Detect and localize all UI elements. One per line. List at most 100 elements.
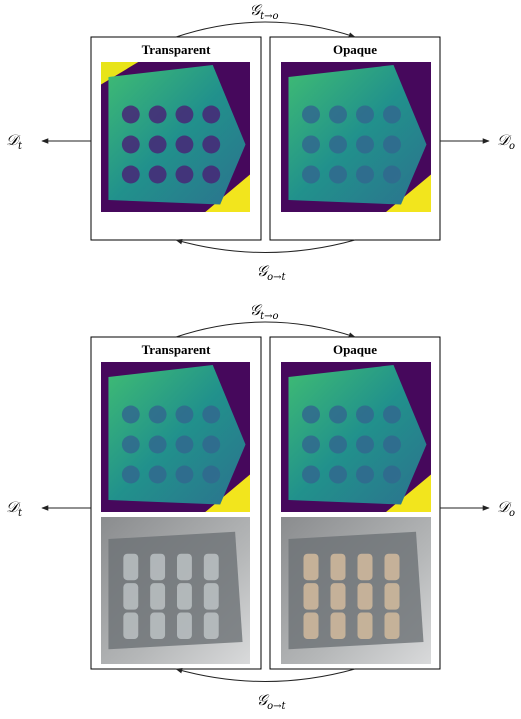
depth-cup (148, 435, 167, 454)
depth-cup (175, 465, 194, 484)
subscript: t→o (260, 311, 278, 322)
cup (203, 553, 219, 581)
cup (203, 612, 219, 640)
cup (150, 583, 166, 610)
cup (357, 612, 373, 640)
depth-cup (329, 405, 347, 424)
depth-cup (202, 105, 221, 124)
depth-cup (356, 135, 374, 154)
depth-cup (148, 135, 167, 154)
depth-cup (202, 165, 221, 184)
depth-cup (329, 435, 347, 454)
depth-cup (121, 405, 140, 424)
depth-map (101, 362, 250, 512)
depth-cup (148, 165, 167, 184)
cup (123, 553, 139, 581)
math-label: 𝒟o (497, 131, 515, 152)
symbol: 𝒟 (6, 131, 21, 149)
arrow (175, 668, 356, 682)
cup (384, 583, 400, 610)
depth-cup (356, 465, 374, 484)
depth-cup (121, 135, 140, 154)
photo (101, 517, 250, 664)
math-label: 𝒟t (6, 131, 23, 152)
panel-title: Transparent (142, 342, 212, 357)
cup (176, 612, 192, 640)
subscript: o→t (267, 272, 286, 283)
subscript: o→t (267, 701, 286, 712)
depth-map (281, 62, 431, 212)
cup (303, 553, 319, 581)
panel-title: Transparent (142, 42, 212, 57)
depth-cup (175, 405, 194, 424)
depth-cup (202, 435, 221, 454)
depth-cup (302, 465, 320, 484)
depth-cup (148, 405, 167, 424)
depth-cup (329, 105, 347, 124)
cup (303, 612, 319, 640)
depth-cup (302, 105, 320, 124)
depth-cup (148, 105, 167, 124)
panel-title: Opaque (333, 342, 377, 357)
symbol: 𝒢 (256, 262, 269, 280)
depth-cup (329, 465, 347, 484)
cup (150, 553, 166, 581)
subscript: t→o (260, 11, 278, 22)
cup (357, 553, 373, 581)
photo (281, 517, 431, 664)
cup (303, 583, 319, 610)
math-label: 𝒟o (497, 498, 515, 519)
math-label: 𝒢o→t (256, 691, 286, 712)
depth-cup (121, 105, 140, 124)
arrow (175, 21, 356, 38)
depth-cup (383, 435, 401, 454)
depth-cup (383, 165, 401, 184)
subscript: t (18, 508, 23, 519)
symbol: 𝒟 (497, 131, 512, 149)
symbol: 𝒟 (6, 498, 21, 516)
cup (176, 553, 192, 581)
depth-cup (302, 405, 320, 424)
math-label: 𝒢t→o (249, 1, 278, 22)
math-label: 𝒢o→t (256, 262, 286, 283)
subscript: o (509, 508, 515, 519)
cup (123, 612, 139, 640)
depth-map (281, 362, 431, 512)
depth-cup (121, 435, 140, 454)
depth-cup (356, 435, 374, 454)
depth-cup (175, 165, 194, 184)
depth-cup (121, 165, 140, 184)
depth-cup (383, 135, 401, 154)
depth-cup (148, 465, 167, 484)
subscript: t (18, 141, 23, 152)
depth-cup (202, 135, 221, 154)
cup (203, 583, 219, 610)
cup (150, 612, 166, 640)
cup (384, 553, 400, 581)
panel-title: Opaque (333, 42, 377, 57)
depth-cup (383, 105, 401, 124)
symbol: 𝒢 (249, 301, 262, 319)
math-label: 𝒢t→o (249, 301, 278, 322)
cup (384, 612, 400, 640)
depth-map (101, 62, 250, 212)
symbol: 𝒟 (497, 498, 512, 516)
cup (330, 553, 346, 581)
arrow (175, 321, 356, 338)
cup (357, 583, 373, 610)
depth-cup (175, 105, 194, 124)
depth-cup (175, 135, 194, 154)
symbol: 𝒢 (256, 691, 269, 709)
depth-cup (302, 165, 320, 184)
depth-cup (329, 165, 347, 184)
cup (330, 612, 346, 640)
depth-cup (202, 405, 221, 424)
symbol: 𝒢 (249, 1, 262, 19)
depth-cup (175, 435, 194, 454)
arrow (175, 239, 356, 253)
depth-cup (383, 465, 401, 484)
depth-cup (356, 405, 374, 424)
depth-cup (356, 105, 374, 124)
depth-cup (383, 405, 401, 424)
